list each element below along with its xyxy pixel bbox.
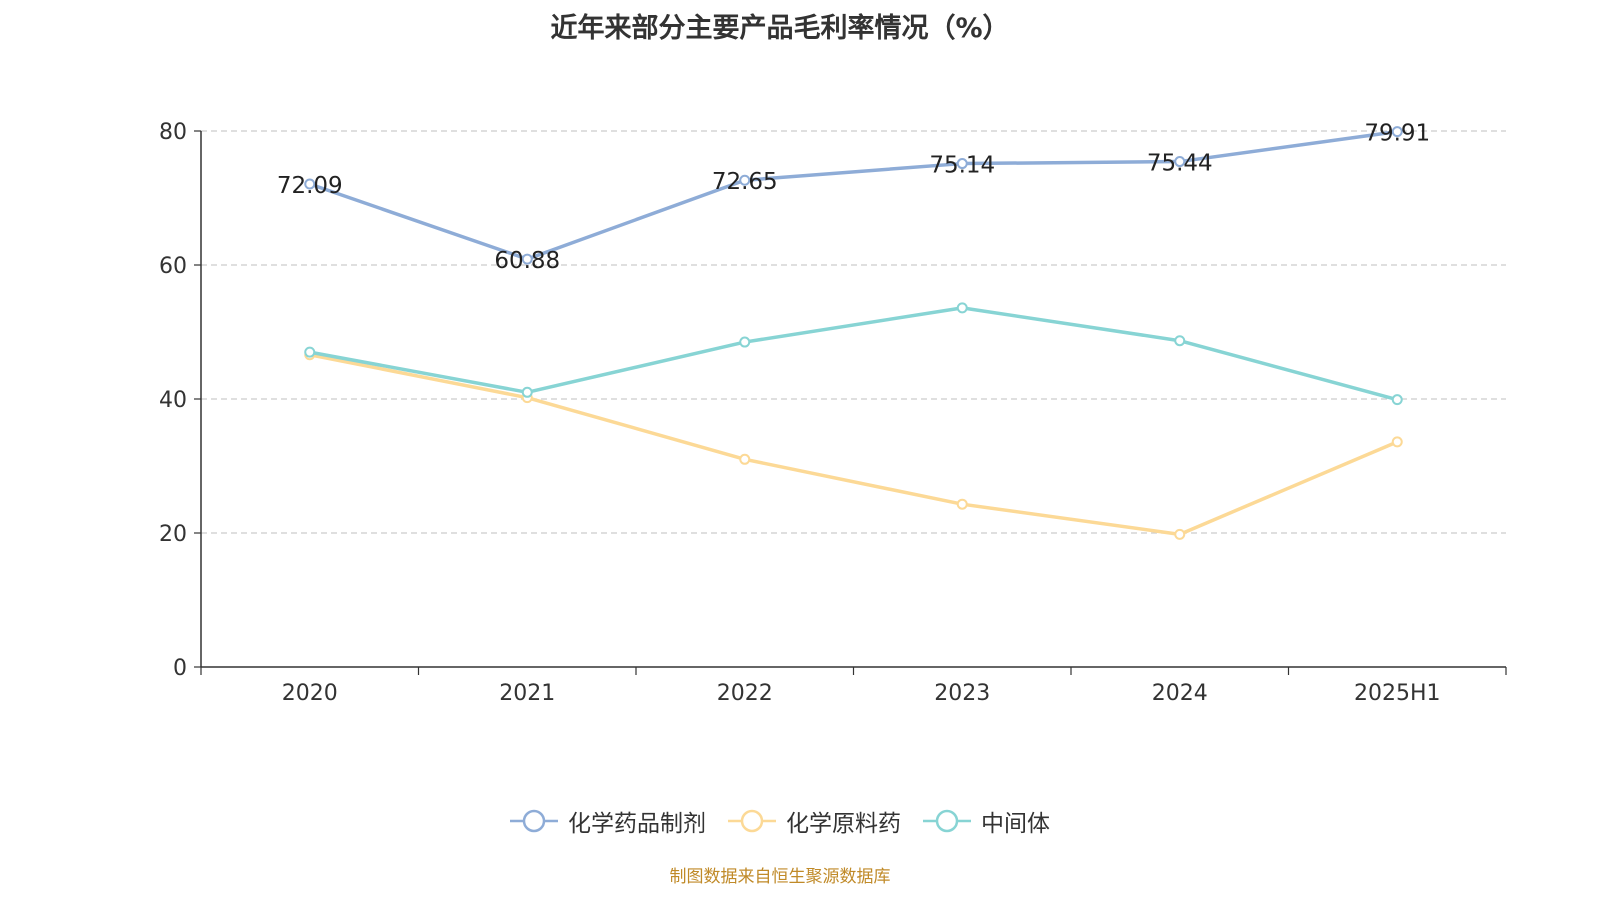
data-point [304, 346, 316, 358]
legend-label: 化学原料药 [786, 811, 901, 837]
data-point [1174, 335, 1186, 347]
label-layer: 72.09 60.88 72.65 75.14 75.44 79.91 [277, 121, 1430, 275]
source-note: 制图数据来自恒生聚源数据库 [669, 867, 891, 887]
data-point [1391, 126, 1403, 138]
data-point [1174, 156, 1186, 168]
chart-title: 近年来部分主要产品毛利率情况（%） [550, 13, 1010, 44]
line-chart: 0 20 40 60 80 2020 2021 2022 2023 2024 2025H1 72.0… [159, 120, 1507, 706]
x-tick-label: 2024 [1152, 681, 1208, 706]
data-point [956, 158, 968, 170]
legend-label: 化学药品制剂 [568, 811, 706, 837]
data-point [956, 302, 968, 314]
legend-marker-icon [923, 809, 971, 833]
data-point [739, 336, 751, 348]
legend: 化学药品制剂 化学原料药 中间体 [0, 804, 1560, 838]
data-label: 60.88 [494, 248, 560, 274]
y-tick-label: 60 [159, 254, 187, 279]
y-tick-label: 20 [159, 522, 187, 547]
series-line [309, 306, 1398, 402]
data-point [739, 453, 751, 465]
x-tick-label: 2022 [717, 681, 773, 706]
y-tick-label: 80 [159, 120, 187, 145]
x-tick-label: 2023 [934, 681, 990, 706]
data-label: 79.91 [1364, 121, 1430, 147]
legend-circle [740, 809, 764, 833]
axis-layer: 0 20 40 60 80 2020 2021 2022 2023 2024 2025H1 [159, 120, 1507, 706]
legend-marker-icon [728, 809, 776, 833]
data-point [956, 498, 968, 510]
data-label: 72.65 [712, 169, 778, 195]
data-label: 75.14 [929, 153, 995, 179]
legend-item[interactable]: 化学原料药 [728, 804, 901, 838]
series-layer [304, 126, 1403, 540]
data-point [1391, 436, 1403, 448]
series-line [309, 353, 1398, 537]
data-point [739, 174, 751, 186]
data-point [1174, 528, 1186, 540]
legend-circle [935, 809, 959, 833]
legend-circle [522, 809, 546, 833]
grid-layer [201, 130, 1506, 534]
x-tick-label: 2021 [499, 681, 555, 706]
legend-marker-icon [510, 809, 558, 833]
legend-item[interactable]: 化学药品制剂 [510, 804, 706, 838]
legend-item[interactable]: 中间体 [923, 804, 1050, 838]
data-label: 72.09 [277, 173, 343, 199]
legend-label: 中间体 [981, 811, 1050, 837]
series-line [309, 129, 1398, 261]
y-tick-label: 40 [159, 388, 187, 413]
data-point [304, 178, 316, 190]
data-point [521, 253, 533, 265]
y-tick-label: 0 [173, 656, 187, 681]
data-point [1391, 394, 1403, 406]
x-tick-label: 2025H1 [1354, 681, 1441, 706]
data-label: 75.44 [1147, 151, 1213, 177]
data-point [521, 386, 533, 398]
x-tick-label: 2020 [282, 681, 338, 706]
